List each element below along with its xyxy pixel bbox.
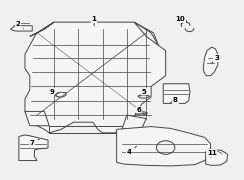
- PathPatch shape: [25, 111, 49, 126]
- PathPatch shape: [206, 149, 228, 165]
- PathPatch shape: [30, 22, 54, 36]
- PathPatch shape: [19, 135, 48, 161]
- PathPatch shape: [134, 22, 158, 45]
- Text: 7: 7: [30, 139, 40, 146]
- PathPatch shape: [55, 92, 66, 97]
- PathPatch shape: [117, 127, 211, 166]
- PathPatch shape: [203, 47, 218, 76]
- PathPatch shape: [10, 26, 32, 31]
- Text: 9: 9: [49, 89, 58, 95]
- Text: 10: 10: [175, 16, 185, 24]
- PathPatch shape: [25, 22, 166, 133]
- PathPatch shape: [122, 115, 146, 129]
- Text: 11: 11: [207, 149, 217, 156]
- Text: 8: 8: [171, 97, 178, 103]
- PathPatch shape: [163, 84, 190, 103]
- Text: 5: 5: [140, 89, 146, 96]
- PathPatch shape: [138, 95, 150, 98]
- Circle shape: [156, 141, 175, 154]
- Text: 1: 1: [92, 16, 97, 26]
- Text: 2: 2: [16, 21, 24, 28]
- Text: 6: 6: [137, 107, 141, 113]
- Text: 3: 3: [212, 55, 219, 63]
- PathPatch shape: [135, 112, 147, 115]
- Text: 4: 4: [127, 146, 137, 155]
